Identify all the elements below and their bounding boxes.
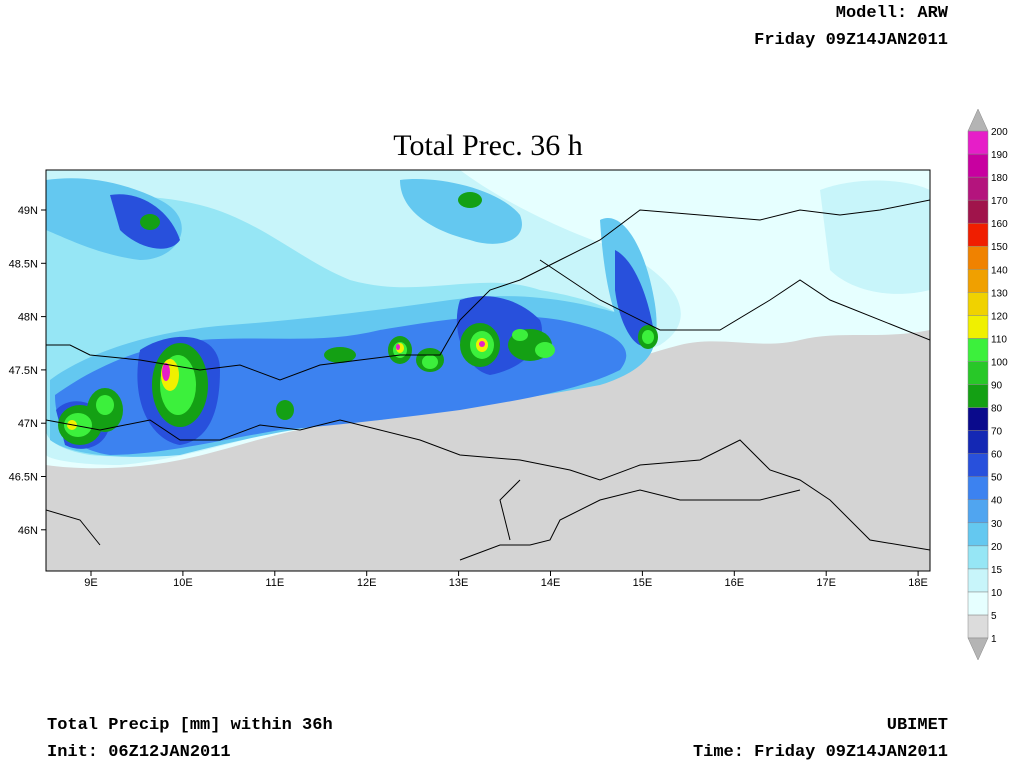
color-level-label: 50 <box>991 473 1003 484</box>
color-box <box>967 176 989 201</box>
y-tick-label: 46.5N <box>9 472 38 484</box>
longitude-labels: 9E 10E 11E 12E 13E 14E 15E 16E 17E 18E <box>84 571 928 589</box>
init-time: Init: 06Z12JAN2011 <box>47 743 231 762</box>
color-level-label: 90 <box>991 381 1003 392</box>
x-tick-label: 15E <box>633 577 653 589</box>
x-tick-label: 18E <box>908 577 928 589</box>
color-box <box>967 361 989 385</box>
map-title: Total Prec. 36 h <box>393 129 583 162</box>
color-bar-bottom <box>967 637 989 661</box>
provider: UBIMET <box>887 716 948 735</box>
color-level-label: 60 <box>991 450 1003 461</box>
color-level-label: 130 <box>991 288 1008 299</box>
color-level-label: 80 <box>991 404 1003 415</box>
color-box <box>967 591 989 616</box>
color-level-label: 20 <box>991 542 1003 553</box>
color-level-label: 140 <box>991 265 1008 276</box>
color-box <box>967 153 989 178</box>
x-tick-label: 11E <box>265 577 284 589</box>
color-level-label: 40 <box>991 496 1003 507</box>
color-level-label: 200 <box>991 127 1008 138</box>
x-tick-label: 12E <box>357 577 377 589</box>
color-level-label: 70 <box>991 427 1003 438</box>
forecast-time: Time: Friday 09Z14JAN2011 <box>693 743 948 762</box>
x-tick-label: 16E <box>725 577 745 589</box>
color-level-label: 1 <box>991 634 997 645</box>
valid-time: Friday 09Z14JAN2011 <box>754 31 948 50</box>
y-tick-label: 49N <box>18 205 38 217</box>
color-box <box>967 430 989 454</box>
color-box <box>967 545 989 570</box>
color-level-label: 160 <box>991 219 1008 230</box>
color-box <box>967 384 989 408</box>
color-level-label: 120 <box>991 311 1008 322</box>
color-level-label: 180 <box>991 173 1008 184</box>
x-tick-label: 13E <box>449 577 469 589</box>
color-level-label: 10 <box>991 588 1003 599</box>
color-box <box>967 338 989 362</box>
color-box <box>967 568 989 593</box>
color-box <box>967 407 989 431</box>
precip-field <box>46 170 930 571</box>
description: Total Precip [mm] within 36h <box>47 716 333 735</box>
x-tick-label: 10E <box>173 577 193 589</box>
map-frame <box>45 169 931 572</box>
y-tick-label: 47.5N <box>9 365 38 377</box>
color-box <box>967 269 989 293</box>
color-box <box>967 199 989 224</box>
color-box <box>967 522 989 547</box>
color-level-label: 15 <box>991 565 1003 576</box>
x-tick-label: 14E <box>541 577 561 589</box>
color-box <box>967 130 989 155</box>
color-level-label: 150 <box>991 242 1008 253</box>
color-box <box>967 315 989 339</box>
y-tick-label: 47N <box>18 418 38 430</box>
color-level-label: 30 <box>991 519 1003 530</box>
color-box <box>967 245 989 270</box>
y-tick-label: 48N <box>18 312 38 324</box>
color-bar: 1510152030405060708090100110120130140150… <box>967 108 1008 661</box>
color-box <box>967 292 989 316</box>
model-label: Modell: ARW <box>836 4 949 23</box>
color-box <box>967 453 989 477</box>
color-box <box>967 222 989 247</box>
y-tick-label: 48.5N <box>9 258 38 270</box>
color-level-label: 110 <box>991 334 1007 345</box>
latitude-labels: 49N 48.5N 48N 47.5N 47N 46.5N 46N <box>9 205 46 537</box>
color-level-label: 100 <box>991 357 1008 368</box>
y-tick-label: 46N <box>18 525 38 537</box>
x-tick-label: 9E <box>84 577 97 589</box>
color-box <box>967 499 989 524</box>
color-level-label: 5 <box>991 611 997 622</box>
color-box <box>967 614 989 639</box>
color-box <box>967 476 989 500</box>
color-bar-top <box>967 108 989 132</box>
x-tick-label: 17E <box>816 577 836 589</box>
color-level-label: 170 <box>991 196 1008 207</box>
color-level-label: 190 <box>991 150 1008 161</box>
